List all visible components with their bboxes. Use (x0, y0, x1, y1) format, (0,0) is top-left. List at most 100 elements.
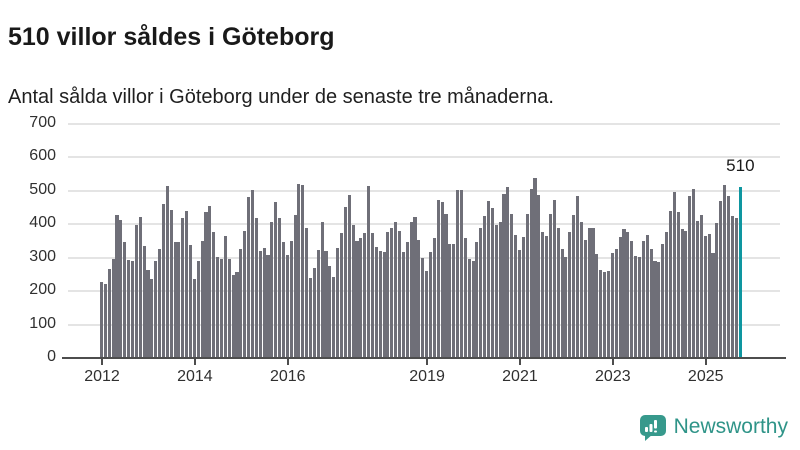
bar (378, 250, 382, 358)
bar (622, 229, 626, 358)
bar (657, 261, 661, 358)
bar (665, 232, 669, 358)
bar (556, 227, 560, 358)
bar (200, 241, 204, 358)
bar (684, 230, 688, 358)
bar (537, 194, 541, 358)
bar (281, 241, 285, 358)
bar (425, 270, 429, 358)
bar (223, 236, 227, 358)
bar (676, 211, 680, 358)
bar (417, 240, 421, 358)
bar (359, 238, 363, 358)
newsworthy-wordmark: Newsworthy (673, 415, 788, 438)
bar (150, 278, 154, 358)
bar (270, 221, 274, 358)
bar (699, 215, 703, 358)
bar (262, 248, 266, 358)
bar (475, 241, 479, 358)
chart-subtitle: Antal sålda villor i Göteborg under de s… (8, 86, 554, 108)
bar (649, 249, 653, 358)
bar (711, 253, 715, 358)
bar (452, 244, 456, 358)
bar (436, 199, 440, 358)
bar (641, 241, 645, 358)
bar (278, 218, 282, 358)
bar-chart-bubble-icon (639, 415, 666, 441)
bar (107, 269, 111, 358)
bar (165, 185, 169, 358)
bar (498, 222, 502, 358)
bar (173, 242, 177, 358)
bar (115, 214, 119, 358)
x-axis-tick (518, 359, 521, 365)
bar (459, 189, 463, 358)
bar (533, 178, 537, 358)
bar (312, 267, 316, 358)
bar (483, 215, 487, 358)
bar (552, 199, 556, 358)
x-axis-label: 2023 (595, 368, 631, 385)
y-axis-label: 400 (29, 214, 56, 231)
bar (254, 218, 258, 358)
bar (614, 249, 618, 358)
bar (506, 187, 510, 358)
bar (158, 249, 162, 358)
bar (467, 258, 471, 358)
bar (142, 246, 146, 358)
gridline (68, 189, 780, 192)
bar (618, 237, 622, 358)
bar (576, 195, 580, 358)
bar (386, 232, 390, 358)
bar (324, 250, 328, 358)
bar (606, 270, 611, 358)
bar (196, 260, 200, 358)
bar (456, 189, 460, 358)
bar (626, 231, 630, 358)
bar (672, 191, 676, 358)
x-axis-label: 2012 (84, 368, 120, 385)
x-axis-label: 2016 (269, 368, 306, 385)
bar (525, 213, 529, 358)
bar (583, 240, 587, 358)
bar (572, 214, 576, 358)
bar (123, 242, 127, 358)
highlighted-bar (738, 187, 743, 358)
bar (250, 190, 255, 358)
x-axis-label: 2025 (687, 368, 724, 385)
bar (634, 256, 638, 358)
bar (432, 237, 436, 358)
bar (289, 241, 293, 358)
y-axis-label: 700 (29, 113, 56, 131)
bar (661, 243, 665, 358)
bar (212, 231, 216, 358)
bar (305, 228, 309, 358)
bar (297, 184, 301, 358)
bar (637, 257, 642, 358)
bar (119, 219, 123, 358)
y-axis-label: 100 (29, 314, 56, 332)
bar (374, 247, 378, 358)
gridline (68, 156, 780, 158)
bar (243, 230, 247, 358)
bar (390, 228, 394, 358)
bar (239, 249, 243, 358)
bar (363, 233, 367, 358)
x-axis-label: 2019 (409, 368, 445, 385)
bar (316, 249, 320, 358)
bar (680, 229, 684, 358)
bar (308, 278, 313, 358)
bar (726, 196, 731, 358)
bar (599, 270, 603, 358)
bar (397, 230, 402, 358)
x-axis-tick (101, 359, 103, 365)
gridline (68, 122, 780, 125)
bar (127, 260, 131, 358)
bar (653, 260, 657, 358)
bar (541, 232, 545, 358)
bar (692, 189, 696, 358)
bar (347, 194, 351, 358)
bar (521, 236, 525, 358)
bar (189, 245, 193, 358)
